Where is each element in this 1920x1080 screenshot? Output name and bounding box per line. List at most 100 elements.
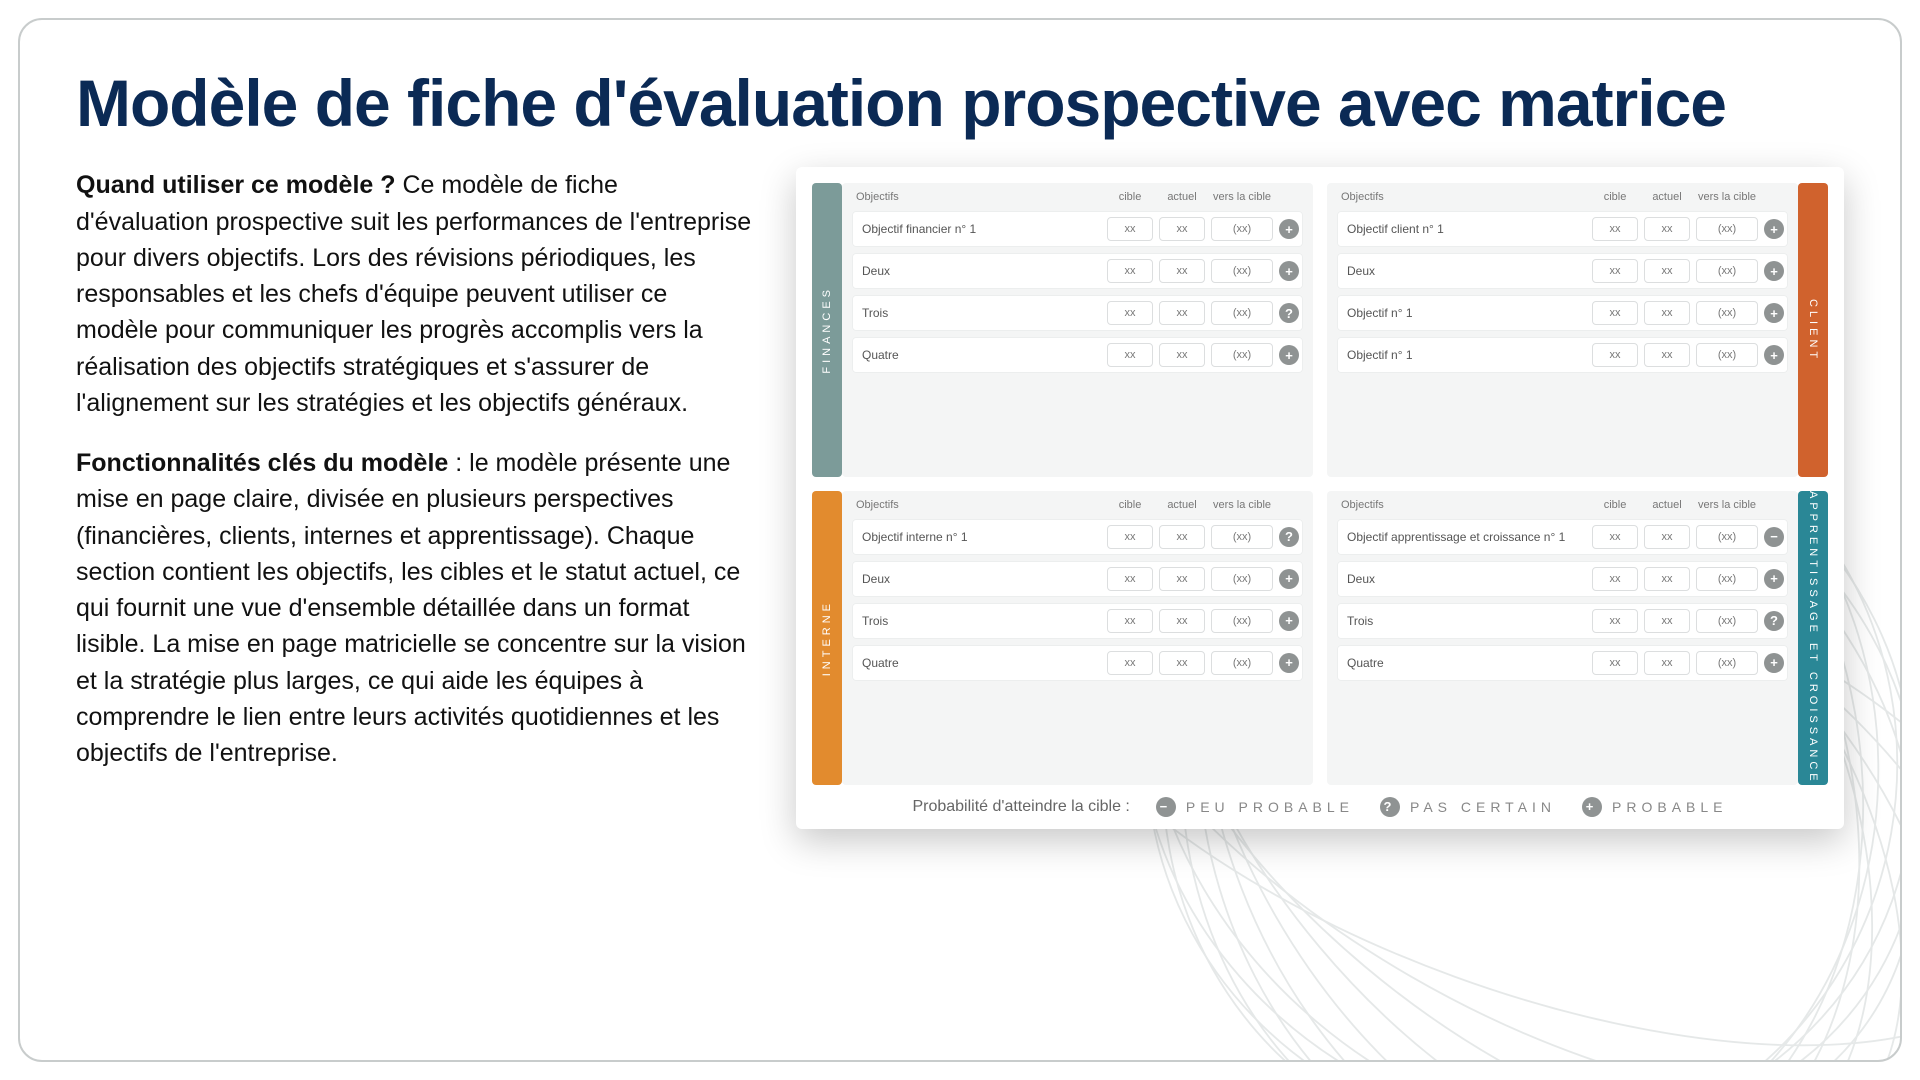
quadrant-panel-apprentissage: Objectifscibleactuelvers la cibleObjecti… [1327, 491, 1798, 785]
legend: Probabilité d'atteindre la cible : −PEU … [812, 797, 1828, 817]
value-cible: xx [1592, 301, 1638, 325]
intro-p2-lead: Fonctionnalités clés du modèle [76, 449, 448, 477]
status-plus-icon: + [1764, 569, 1784, 589]
intro-p1-body: Ce modèle de fiche d'évaluation prospect… [76, 171, 751, 417]
value-cible: xx [1107, 259, 1153, 283]
col-header-objectives: Objectifs [856, 191, 1101, 203]
value-vers-la-cible: (xx) [1696, 343, 1758, 367]
value-vers-la-cible: (xx) [1211, 609, 1273, 633]
legend-item-text: PAS CERTAIN [1410, 799, 1556, 815]
intro-p1-lead: Quand utiliser ce modèle ? [76, 171, 396, 199]
objective-label: Objectif apprentissage et croissance n° … [1347, 530, 1586, 544]
objective-row: Objectif financier n° 1xxxx(xx)+ [852, 211, 1303, 247]
quadrant-tab-label: FINANCES [821, 286, 833, 374]
objective-row: Objectif n° 1xxxx(xx)+ [1337, 295, 1788, 331]
status-question-icon: ? [1279, 527, 1299, 547]
objective-row: Deuxxxxx(xx)+ [1337, 561, 1788, 597]
value-vers-la-cible: (xx) [1211, 567, 1273, 591]
objective-row: Objectif n° 1xxxx(xx)+ [1337, 337, 1788, 373]
legend-item-text: PROBABLE [1612, 799, 1727, 815]
col-header-actuel: actuel [1644, 191, 1690, 203]
objective-label: Trois [1347, 614, 1586, 628]
col-header-objectives: Objectifs [1341, 191, 1586, 203]
objective-row: Quatrexxxx(xx)+ [852, 337, 1303, 373]
objective-row: Deuxxxxx(xx)+ [1337, 253, 1788, 289]
status-plus-icon: + [1764, 653, 1784, 673]
value-actuel: xx [1644, 525, 1690, 549]
objective-label: Quatre [1347, 656, 1586, 670]
value-actuel: xx [1644, 301, 1690, 325]
value-vers-la-cible: (xx) [1696, 525, 1758, 549]
objective-label: Objectif interne n° 1 [862, 530, 1101, 544]
value-vers-la-cible: (xx) [1211, 301, 1273, 325]
value-vers-la-cible: (xx) [1696, 567, 1758, 591]
objective-label: Objectif client n° 1 [1347, 222, 1586, 236]
col-header-cible: cible [1592, 191, 1638, 203]
value-actuel: xx [1644, 343, 1690, 367]
status-plus-icon: + [1279, 569, 1299, 589]
quadrant-apprentissage: APPRENTISSAGE ET CROISSANCE Objectifs cibl… [1327, 491, 1828, 785]
panel-header: Objectifscibleactuelvers la cible [1337, 499, 1788, 513]
value-actuel: xx [1159, 343, 1205, 367]
status-plus-icon: + [1279, 611, 1299, 631]
value-vers-la-cible: (xx) [1211, 343, 1273, 367]
value-vers-la-cible: (xx) [1696, 301, 1758, 325]
status-plus-icon: + [1764, 261, 1784, 281]
status-minus-icon: − [1764, 527, 1784, 547]
col-header-cible: cible [1592, 499, 1638, 511]
value-actuel: xx [1159, 301, 1205, 325]
value-cible: xx [1592, 609, 1638, 633]
value-cible: xx [1592, 217, 1638, 241]
value-actuel: xx [1644, 217, 1690, 241]
value-cible: xx [1592, 259, 1638, 283]
value-cible: xx [1107, 343, 1153, 367]
value-cible: xx [1107, 217, 1153, 241]
value-actuel: xx [1159, 217, 1205, 241]
col-header-vers-la-cible: vers la cible [1211, 499, 1273, 511]
quadrant-interne: INTERNEObjectifscibleactuelvers la cible… [812, 491, 1313, 785]
objective-label: Deux [862, 572, 1101, 586]
quadrant-tab-label: APPRENTISSAGE ET CROISSANCE [1807, 491, 1819, 785]
quadrant-tab-label: CLIENT [1807, 299, 1819, 362]
col-header-actuel: actuel [1644, 499, 1690, 511]
col-header-actuel: actuel [1159, 499, 1205, 511]
objective-row: Quatrexxxx(xx)+ [1337, 645, 1788, 681]
value-cible: xx [1107, 567, 1153, 591]
quadrant-tab-finances: FINANCES [812, 183, 842, 477]
panel-header: Objectifscibleactuelvers la cible [852, 499, 1303, 513]
col-header-vers-la-cible: vers la cible [1211, 191, 1273, 203]
objective-row: Objectif apprentissage et croissance n° … [1337, 519, 1788, 555]
scorecard-grid: FINANCESObjectifscibleactuelvers la cibl… [812, 183, 1828, 784]
status-plus-icon: + [1279, 219, 1299, 239]
quadrant-panel-finances: Objectifscibleactuelvers la cibleObjecti… [842, 183, 1313, 477]
intro-paragraph-1: Quand utiliser ce modèle ? Ce modèle de … [76, 167, 756, 421]
intro-paragraph-2: Fonctionnalités clés du modèle : le modè… [76, 445, 756, 771]
objective-label: Quatre [862, 348, 1101, 362]
quadrant-finances: FINANCES Objectifscibleactuelvers la cibl… [812, 183, 1313, 477]
objective-row: Quatrexxxx(xx)+ [852, 645, 1303, 681]
value-actuel: xx [1159, 609, 1205, 633]
status-plus-icon: + [1764, 303, 1784, 323]
value-cible: xx [1592, 651, 1638, 675]
quadrant-tab-client: CLIENT [1798, 183, 1828, 477]
value-actuel: xx [1159, 525, 1205, 549]
col-header-cible: cible [1107, 499, 1153, 511]
objective-label: Trois [862, 614, 1101, 628]
value-cible: xx [1107, 609, 1153, 633]
value-actuel: xx [1644, 259, 1690, 283]
col-header-objectives: Objectifs [1341, 499, 1586, 511]
scorecard-card: FINANCESObjectifscibleactuelvers la cibl… [796, 167, 1844, 828]
value-actuel: xx [1644, 567, 1690, 591]
legend-item-question: ?PAS CERTAIN [1380, 797, 1556, 817]
objective-row: Troisxxxx(xx)? [1337, 603, 1788, 639]
quadrant-tab-interne: INTERNE [812, 491, 842, 785]
objective-row: Deuxxxxx(xx)+ [852, 253, 1303, 289]
objective-label: Objectif financier n° 1 [862, 222, 1101, 236]
status-plus-icon: + [1279, 653, 1299, 673]
value-vers-la-cible: (xx) [1211, 651, 1273, 675]
legend-item-minus: −PEU PROBABLE [1156, 797, 1354, 817]
value-actuel: xx [1159, 259, 1205, 283]
value-vers-la-cible: (xx) [1211, 217, 1273, 241]
value-actuel: xx [1159, 651, 1205, 675]
legend-label: Probabilité d'atteindre la cible : [912, 798, 1129, 816]
